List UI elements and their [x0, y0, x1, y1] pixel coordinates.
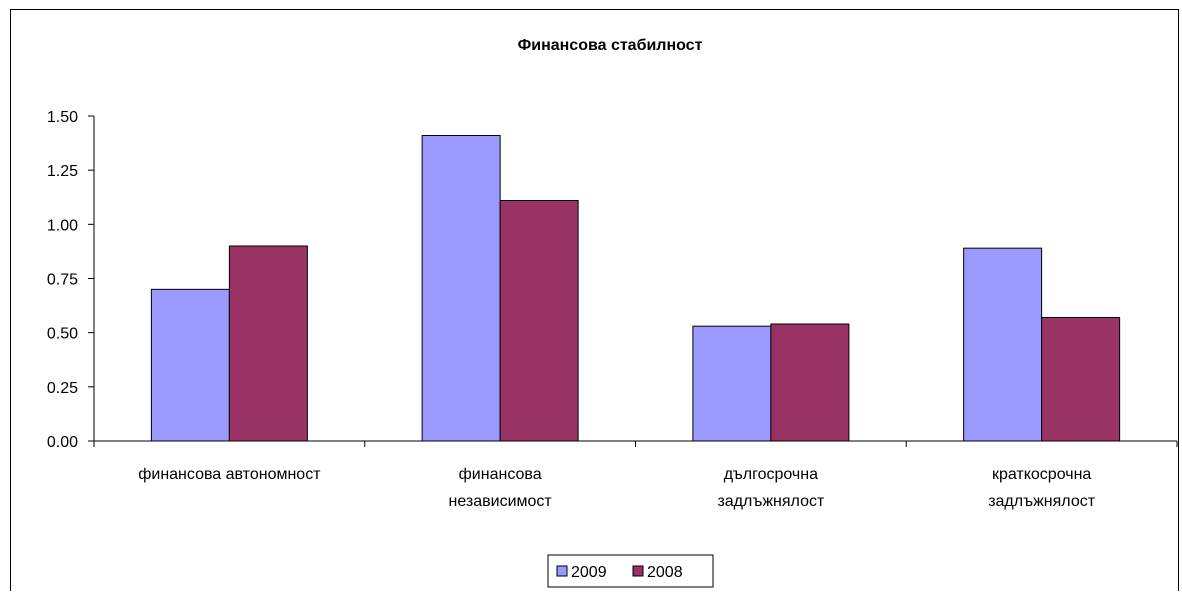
y-tick-label: 0.25 [47, 380, 78, 397]
bar-2009-2 [421, 135, 501, 442]
bars [150, 135, 1121, 442]
bar-2008-3 [770, 323, 850, 442]
y-tick-label: 1.00 [47, 217, 78, 234]
bar-2008-2 [499, 200, 579, 442]
legend: 2009 2008 [547, 554, 714, 588]
bar-2009-1 [150, 288, 230, 442]
x-category-label: финансова автономност [138, 466, 321, 483]
y-tick-label: 0.00 [47, 434, 78, 451]
y-axis: 0.00 0.25 0.50 0.75 1.00 1.25 1.50 [47, 109, 95, 451]
legend-label-2008: 2008 [647, 564, 683, 581]
legend-swatch-2008 [632, 565, 644, 577]
chart-title: Финансова стабилност [518, 37, 703, 54]
y-tick-label: 0.50 [47, 326, 78, 343]
x-category-label: краткосрочна задлъжнялост [988, 466, 1096, 510]
y-tick-label: 1.50 [47, 109, 78, 126]
y-tick-label: 1.25 [47, 163, 78, 180]
chart-frame [10, 9, 1179, 591]
x-category-label: финансова независимост [449, 466, 553, 510]
bar-2009-4 [963, 247, 1043, 442]
x-category-label: дългосрочна задлъжнялост [717, 466, 825, 510]
bar-2008-1 [228, 245, 308, 442]
x-axis: финансова автономност финансова независимо… [93, 440, 1178, 510]
legend-swatch-2009 [556, 565, 568, 577]
bar-2009-3 [692, 325, 772, 442]
bar-2008-4 [1041, 317, 1121, 442]
y-tick-label: 0.75 [47, 272, 78, 289]
legend-box [547, 554, 714, 588]
legend-label-2009: 2009 [571, 564, 607, 581]
